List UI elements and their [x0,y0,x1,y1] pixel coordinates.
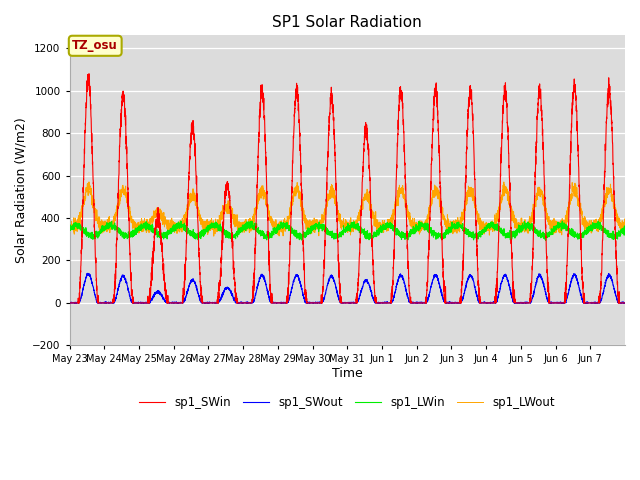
sp1_SWout [66,300,74,305]
sp1_SWout [500,274,508,279]
sp1_SWout [541,288,549,294]
sp1_LWout [398,187,406,193]
Text: TZ_osu: TZ_osu [72,39,118,52]
sp1_LWout [210,233,218,239]
sp1_SWin [500,95,508,101]
sp1_LWin [542,238,550,243]
sp1_SWin [66,300,74,306]
sp1_SWout [181,297,189,303]
sp1_SWout [67,300,74,306]
sp1_LWout [541,200,549,206]
sp1_LWout [527,218,535,224]
Line: sp1_LWin: sp1_LWin [70,221,625,240]
Line: sp1_SWout: sp1_SWout [70,273,625,303]
Line: sp1_LWout: sp1_LWout [70,182,625,236]
sp1_LWout [181,223,189,228]
sp1_LWout [85,179,93,185]
Legend: sp1_SWin, sp1_SWout, sp1_LWin, sp1_LWout: sp1_SWin, sp1_SWout, sp1_LWin, sp1_LWout [135,392,560,414]
sp1_SWout [368,292,376,298]
sp1_LWin [595,218,602,224]
sp1_SWin [621,300,629,306]
sp1_LWout [368,213,376,219]
sp1_LWin [500,231,508,237]
sp1_LWin [397,234,405,240]
sp1_SWin [368,244,376,250]
sp1_SWin [398,94,406,99]
sp1_LWout [621,225,629,230]
X-axis label: Time: Time [332,367,363,380]
sp1_SWout [84,270,92,276]
Y-axis label: Solar Radiation (W/m2): Solar Radiation (W/m2) [15,118,28,263]
sp1_LWout [500,179,508,185]
sp1_LWin [527,225,534,230]
sp1_LWin [181,222,189,228]
sp1_LWin [368,236,376,242]
Line: sp1_SWin: sp1_SWin [70,74,625,303]
Title: SP1 Solar Radiation: SP1 Solar Radiation [273,15,422,30]
sp1_SWin [181,272,189,278]
sp1_LWout [66,223,74,229]
sp1_SWout [527,298,535,303]
sp1_SWin [541,216,549,221]
sp1_SWin [85,71,93,77]
sp1_SWout [621,300,629,306]
sp1_LWin [621,226,629,232]
sp1_SWin [527,290,535,296]
sp1_LWin [66,228,74,233]
sp1_SWout [398,273,406,279]
sp1_LWin [541,234,549,240]
